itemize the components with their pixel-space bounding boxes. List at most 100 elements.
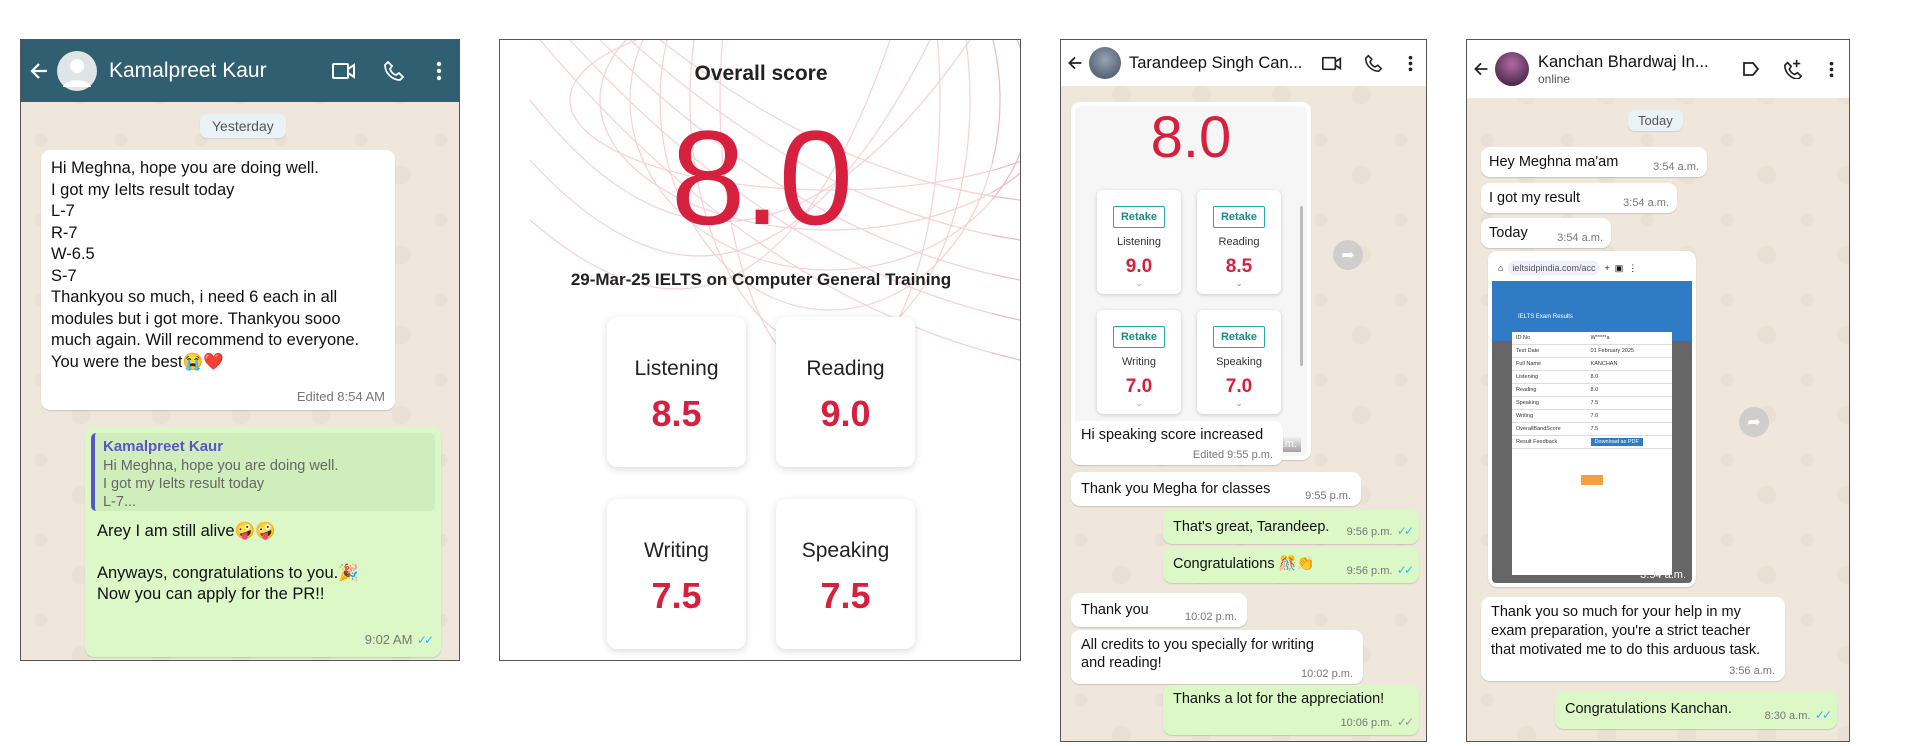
chat-header: Kamalpreet Kaur — [21, 40, 459, 102]
message-time: 10:02 p.m. — [1185, 611, 1237, 623]
score-card-speaking: Retake Speaking 7.0 ⌄ — [1197, 310, 1281, 414]
message-time: Edited 9:55 p.m. — [1192, 449, 1273, 461]
message-text: All credits to you specially for writing… — [1081, 637, 1314, 671]
table-row: Speaking 7.5 — [1512, 396, 1672, 410]
quote-author: Kamalpreet Kaur — [103, 438, 224, 455]
double-check-icon: ✓✓ — [1396, 524, 1414, 538]
scrollbar[interactable] — [1300, 206, 1303, 366]
more-options-icon[interactable] — [1813, 61, 1849, 78]
day-chip: Yesterday — [200, 114, 286, 138]
score-panel: Overall score 8.0 29-Mar-25 IELTS on Com… — [499, 39, 1021, 661]
message-text: Thanks a lot for the appreciation! — [1173, 691, 1385, 707]
retake-button: Retake — [1112, 206, 1166, 228]
avatar[interactable] — [1089, 47, 1121, 79]
message-bubble-incoming[interactable]: All credits to you specially for writing… — [1071, 630, 1363, 684]
score-card-reading: Retake Reading 8.5 ⌄ — [1197, 190, 1281, 294]
contact-name[interactable]: Tarandeep Singh Can... — [1129, 53, 1303, 72]
message-text: Today — [1489, 225, 1528, 241]
message-bubble-incoming[interactable]: Hi speaking score increased Edited 9:55 … — [1071, 421, 1283, 465]
back-arrow-icon[interactable] — [1467, 40, 1495, 98]
double-check-icon: ✓✓ — [1814, 708, 1832, 722]
quoted-message[interactable]: Kamalpreet Kaur Hi Meghna, hope you are … — [91, 433, 435, 511]
score-label: Writing — [1121, 356, 1157, 368]
more-options-icon[interactable] — [419, 61, 459, 81]
score-label: Reading — [1218, 236, 1260, 248]
back-arrow-icon[interactable] — [21, 40, 57, 102]
avatar[interactable] — [1495, 52, 1529, 86]
message-bubble-outgoing[interactable]: Congratulations Kanchan. 8:30 a.m. ✓✓ — [1555, 691, 1837, 729]
contact-name[interactable]: Kamalpreet Kaur — [109, 59, 267, 82]
score-label: Writing — [644, 539, 709, 562]
table-row: Writing 7.0 — [1512, 409, 1672, 423]
message-time: 3:56 a.m. — [1729, 665, 1775, 677]
message-time: 10:02 p.m. — [1301, 668, 1353, 680]
message-meta: 9:56 p.m. ✓✓ — [1347, 561, 1414, 579]
message-bubble-incoming[interactable]: Hey Meghna ma'am 3:54 a.m. — [1481, 147, 1707, 177]
image-content[interactable]: ⌂ ieltsidpindia.com/acc + ▣ ⋮ IELTS Exam… — [1492, 255, 1692, 583]
double-check-icon: ✓✓ — [416, 633, 434, 647]
menu-icon: ⋮ — [1628, 262, 1638, 273]
phone-call-icon[interactable] — [1352, 54, 1394, 73]
more-options-icon[interactable] — [1394, 55, 1426, 72]
message-text: Anyways, congratulations to you.🎉 Now yo… — [97, 563, 359, 604]
overall-score-value: 8.0 — [670, 104, 853, 253]
score-value: 7.0 — [1125, 376, 1153, 397]
message-bubble-incoming[interactable]: I got my result 3:54 a.m. — [1481, 183, 1677, 213]
url-text: ieltsidpindia.com/acc — [1508, 261, 1600, 275]
message-bubble-outgoing[interactable]: That's great, Tarandeep. 9:56 p.m. ✓✓ — [1163, 510, 1419, 544]
chat-header: Kanchan Bhardwaj In... online — [1467, 40, 1849, 98]
score-value: 8.5 — [1225, 256, 1253, 277]
message-text: Congratulations 🎊👏 — [1173, 556, 1315, 572]
card-title: IELTS Exam Results — [1512, 300, 1672, 332]
result-card: IELTS Exam Results ID No W*****a Test Dat… — [1512, 300, 1672, 575]
add-call-icon[interactable] — [1773, 59, 1813, 79]
message-bubble-outgoing[interactable]: Thanks a lot for the appreciation! 10:06… — [1163, 685, 1419, 735]
message-time: 9:02 AM — [364, 632, 413, 647]
forward-icon[interactable]: ➦ — [1739, 407, 1769, 437]
video-call-icon[interactable] — [319, 62, 369, 80]
phone-call-icon[interactable] — [369, 60, 419, 82]
message-bubble-incoming[interactable]: Thank you 10:02 p.m. — [1071, 593, 1247, 627]
retake-button: Retake — [1212, 206, 1266, 228]
label-icon[interactable] — [1729, 61, 1773, 77]
chevron-down-icon: ⌄ — [1235, 398, 1243, 408]
image-message[interactable]: ⌂ ieltsidpindia.com/acc + ▣ ⋮ IELTS Exam… — [1488, 251, 1696, 587]
score-label: Speaking — [801, 539, 890, 562]
message-time: 8:30 a.m. — [1764, 710, 1811, 722]
score-value: 8.5 — [651, 393, 702, 434]
home-icon: ⌂ — [1498, 263, 1504, 273]
decorative-globe-lines — [529, 40, 1020, 381]
message-meta: 9:56 p.m. ✓✓ — [1347, 522, 1414, 540]
message-time: 3:54 a.m. — [1623, 197, 1669, 209]
forward-icon[interactable]: ➦ — [1333, 240, 1363, 270]
ok-button — [1581, 475, 1603, 485]
image-message[interactable]: 8.0 Retake Listening 9.0 ⌄ Retake Readin… — [1071, 102, 1311, 460]
message-text: I got my result — [1489, 190, 1581, 206]
chevron-down-icon: ⌄ — [1135, 278, 1143, 288]
message-text: Arey I am still alive🤪🤪 — [97, 522, 276, 540]
score-label: Speaking — [1216, 356, 1262, 368]
contact-name: Kanchan Bhardwaj In... — [1538, 52, 1709, 71]
message-bubble-outgoing[interactable]: Kamalpreet Kaur Hi Meghna, hope you are … — [85, 427, 441, 657]
quote-text: Hi Meghna, hope you are doing well. I go… — [103, 458, 339, 510]
score-card-listening: Retake Listening 9.0 ⌄ — [1097, 190, 1181, 294]
score-value: 7.0 — [1225, 376, 1253, 397]
image-content[interactable]: 8.0 Retake Listening 9.0 ⌄ Retake Readin… — [1075, 106, 1307, 456]
contact-info[interactable]: Kanchan Bhardwaj In... online — [1538, 53, 1729, 86]
score-card-reading: Reading 9.0 — [776, 317, 915, 467]
score-value: 9.0 — [1125, 256, 1153, 277]
back-arrow-icon[interactable] — [1061, 40, 1089, 86]
message-bubble-incoming[interactable]: Thank you so much for your help in my ex… — [1481, 597, 1785, 681]
message-bubble-incoming[interactable]: Today 3:54 a.m. — [1481, 218, 1611, 248]
message-time: 3:54 a.m. — [1653, 161, 1699, 173]
video-call-icon[interactable] — [1312, 56, 1352, 71]
message-bubble-incoming[interactable]: Hi Meghna, hope you are doing well. I go… — [41, 150, 395, 410]
table-row: Listening 8.0 — [1512, 370, 1672, 384]
download-pdf-button: Download as PDF — [1590, 438, 1643, 446]
message-meta: 8:30 a.m. ✓✓ — [1764, 706, 1832, 724]
score-value: 7.5 — [820, 575, 871, 616]
avatar[interactable] — [57, 51, 97, 91]
score-value: 9.0 — [820, 393, 871, 434]
message-bubble-outgoing[interactable]: Congratulations 🎊👏 9:56 p.m. ✓✓ — [1163, 547, 1419, 583]
message-bubble-incoming[interactable]: Thank you Megha for classes 9:55 p.m. — [1071, 472, 1361, 506]
